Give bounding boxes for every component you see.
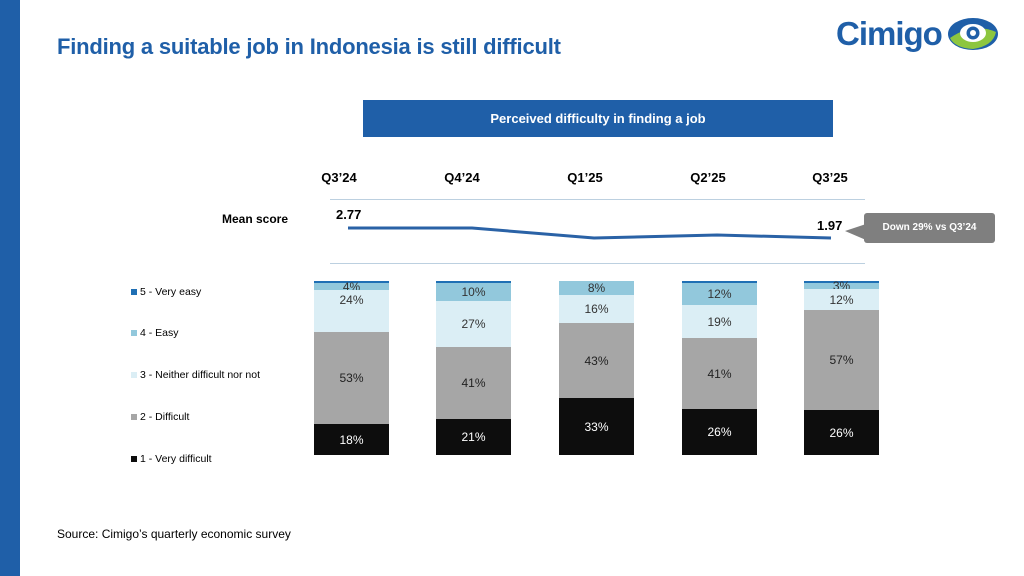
segment-very-easy [314, 281, 389, 283]
change-callout: Down 29% vs Q3’24 [864, 213, 995, 243]
stacked-bar-q3-25: 3% 12% 57% 26% [804, 280, 879, 455]
stacked-bar-q2-25: 12% 19% 41% 26% [682, 281, 757, 455]
legend-difficult: 2 - Difficult [131, 411, 189, 423]
quarter-label: Q4’24 [444, 170, 480, 185]
segment-neither: 24% [314, 290, 389, 332]
legend-very-easy: 5 - Very easy [131, 286, 201, 298]
legend-easy: 4 - Easy [131, 327, 179, 339]
legend-swatch-icon [131, 289, 137, 295]
segment-easy: 8% [559, 281, 634, 295]
legend-very-difficult: 1 - Very difficult [131, 453, 212, 465]
divider-bottom [330, 263, 865, 264]
cimigo-logo: Cimigo [836, 14, 1001, 54]
logo-text: Cimigo [836, 15, 943, 52]
mean-last-value: 1.97 [817, 218, 843, 233]
segment-neither: 27% [436, 301, 511, 347]
segment-very-difficult: 26% [682, 409, 757, 455]
legend-label: 4 - Easy [140, 327, 179, 339]
legend-label: 3 - Neither difficult nor not [140, 369, 261, 381]
eye-logo-icon [948, 18, 998, 50]
segment-difficult: 57% [804, 310, 879, 410]
segment-very-difficult: 21% [436, 419, 511, 455]
legend-label: 1 - Very difficult [140, 453, 212, 465]
legend-swatch-icon [131, 330, 137, 336]
legend-label: 2 - Difficult [140, 411, 190, 423]
stacked-bar-q4-24: 10% 27% 41% 21% [436, 281, 511, 455]
segment-neither: 16% [559, 295, 634, 323]
segment-neither: 19% [682, 305, 757, 338]
legend-neither: 3 - Neither difficult nor not [131, 369, 260, 381]
segment-neither: 12% [804, 289, 879, 310]
chart-title-banner: Perceived difficulty in finding a job [363, 100, 833, 137]
legend-swatch-icon [131, 414, 137, 420]
mean-first-value: 2.77 [336, 207, 362, 222]
stacked-bar-q3-24: 4% 24% 53% 18% [314, 281, 389, 455]
mean-score-label: Mean score [222, 212, 289, 226]
segment-difficult: 41% [682, 338, 757, 409]
divider-top [330, 199, 865, 200]
quarter-label: Q3’24 [321, 170, 357, 185]
segment-very-easy [804, 281, 879, 283]
segment-very-difficult: 26% [804, 410, 879, 455]
segment-difficult: 41% [436, 347, 511, 419]
source-note: Source: Cimigo’s quarterly economic surv… [57, 527, 291, 541]
side-accent-bar [0, 0, 20, 576]
quarter-label: Q1’25 [567, 170, 603, 185]
segment-very-easy [682, 281, 757, 283]
segment-difficult: 43% [559, 323, 634, 398]
slide-title: Finding a suitable job in Indonesia is s… [57, 34, 561, 59]
segment-very-difficult: 18% [314, 424, 389, 455]
legend-swatch-icon [131, 456, 137, 462]
quarter-label: Q2’25 [690, 170, 726, 185]
segment-easy: 12% [682, 283, 757, 305]
segment-very-difficult: 33% [559, 398, 634, 455]
legend-swatch-icon [131, 372, 137, 378]
segment-easy: 10% [436, 283, 511, 301]
segment-easy: 4% [314, 281, 389, 293]
segment-difficult: 53% [314, 332, 389, 424]
stacked-bar-q1-25: 8% 16% 43% 33% [559, 281, 634, 455]
segment-very-easy [436, 281, 511, 283]
legend-label: 5 - Very easy [140, 286, 202, 298]
quarter-label: Q3’25 [812, 170, 848, 185]
